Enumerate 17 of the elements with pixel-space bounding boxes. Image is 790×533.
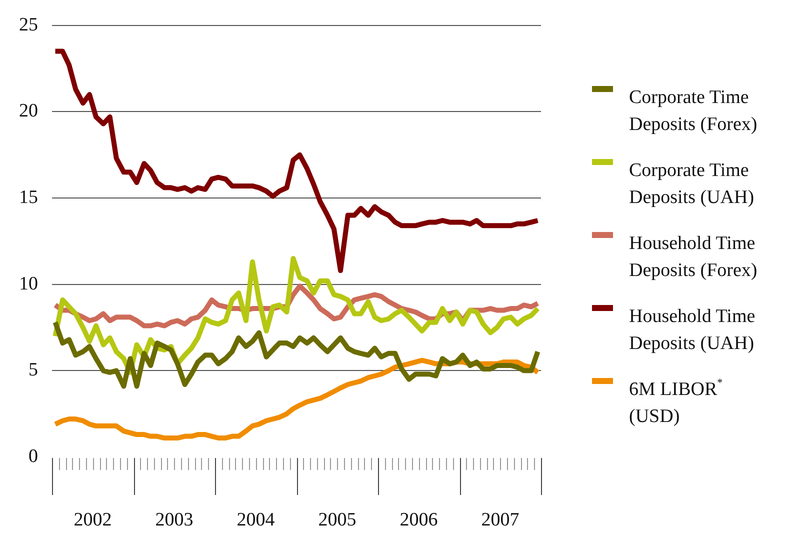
y-tick-label: 25 [19,14,38,36]
legend-label: Household Time Deposits (Forex) [629,232,758,283]
x-tick-label: 2004 [236,509,276,530]
x-tick-label: 2003 [155,509,194,530]
x-tick-label: 2005 [318,509,356,530]
x-tick-label: 2002 [74,509,112,530]
legend-label: Corporate Time Deposits (UAH) [629,159,756,210]
y-tick-label: 20 [19,100,38,122]
legend-label: Corporate Time Deposits (Forex) [629,86,758,137]
x-tick-label: 2006 [400,509,438,530]
text: 6M LIBOR$^{*}$ (USD) [629,377,723,427]
legend-label: Household Time Deposits (UAH) [629,305,756,356]
y-tick-label: 15 [19,187,38,208]
x-tick-label: 2007 [481,509,520,530]
y-tick-label: 10 [19,273,38,294]
y-tick-label: 5 [28,360,38,381]
y-tick-label: 0 [28,446,38,467]
